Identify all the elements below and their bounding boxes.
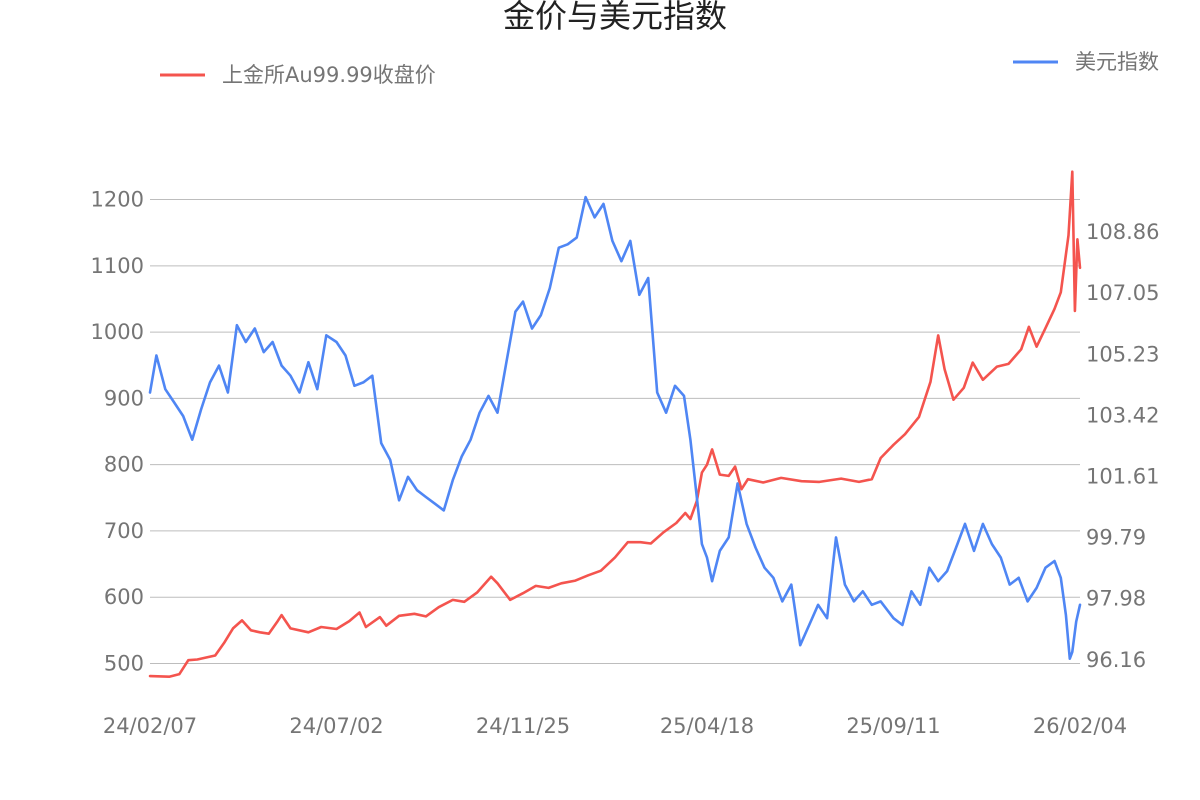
legend-left[interactable]: 上金所Au99.99收盘价 xyxy=(160,63,436,87)
legend-label-usd: 美元指数 xyxy=(1075,50,1159,74)
y-left-tick-label: 600 xyxy=(104,585,144,609)
x-tick-label: 24/02/07 xyxy=(103,714,197,738)
y-left-tick-label: 500 xyxy=(104,651,144,675)
x-tick-label: 24/07/02 xyxy=(289,714,383,738)
y-right-tick-label: 99.79 xyxy=(1086,526,1146,550)
y-right-tick-label: 96.16 xyxy=(1086,648,1146,672)
y-left-tick-label: 800 xyxy=(104,453,144,477)
y-right-tick-label: 97.98 xyxy=(1086,587,1146,611)
y-axis-left: 1200 1100 1000 900 800 700 600 500 xyxy=(91,188,144,676)
x-tick-label: 24/11/25 xyxy=(476,714,570,738)
series-line-usd xyxy=(148,195,1082,660)
x-tick-label: 25/04/18 xyxy=(660,714,754,738)
y-right-tick-label: 103.42 xyxy=(1086,403,1159,427)
chart-title: 金价与美元指数 xyxy=(503,0,727,35)
y-right-tick-label: 105.23 xyxy=(1086,342,1159,366)
y-left-tick-label: 1100 xyxy=(91,254,144,278)
x-tick-label: 25/09/11 xyxy=(846,714,940,738)
y-axis-right: 108.86 107.05 105.23 103.42 101.61 99.79 97.98… xyxy=(1086,220,1159,672)
y-right-tick-label: 101.61 xyxy=(1086,464,1159,488)
y-right-tick-label: 108.86 xyxy=(1086,220,1159,244)
y-left-tick-label: 900 xyxy=(104,386,144,410)
legend-right[interactable]: 美元指数 xyxy=(1013,50,1159,74)
series-line-gold xyxy=(148,170,1082,678)
legend-label-gold: 上金所Au99.99收盘价 xyxy=(222,63,436,87)
y-right-tick-label: 107.05 xyxy=(1086,281,1159,305)
series-lines xyxy=(148,170,1082,678)
y-left-tick-label: 700 xyxy=(104,519,144,543)
x-axis: 24/02/07 24/07/02 24/11/25 25/04/18 25/09/11… xyxy=(103,714,1127,738)
y-left-tick-label: 1000 xyxy=(91,320,144,344)
x-tick-label: 26/02/04 xyxy=(1033,714,1127,738)
y-left-tick-label: 1200 xyxy=(91,188,144,212)
gridlines xyxy=(150,199,1080,664)
